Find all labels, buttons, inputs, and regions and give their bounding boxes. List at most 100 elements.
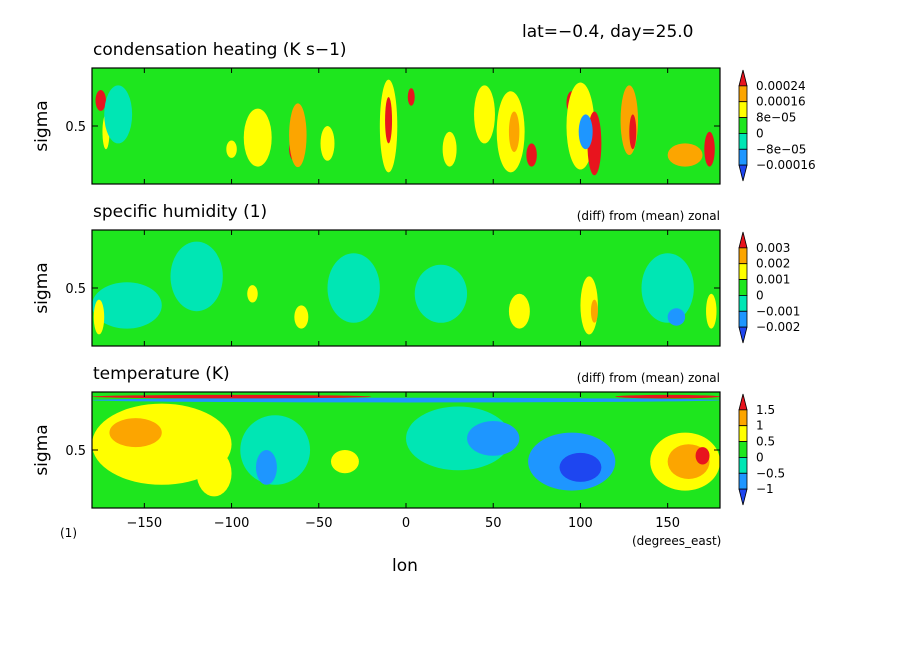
- colorbar-label: −8e−05: [756, 142, 806, 156]
- contour-blob: [414, 264, 468, 323]
- contour-blob: [641, 253, 694, 323]
- contour-blob: [226, 140, 237, 158]
- panel-subtitle: (diff) from (mean) zonal: [577, 371, 720, 385]
- contour-blob: [327, 253, 380, 323]
- contour-blob: [474, 85, 495, 144]
- panel-2: temperature (K) (diff) from (mean) zonal −…: [32, 364, 785, 531]
- panel-subtitle: (diff) from (mean) zonal: [577, 209, 720, 223]
- contour-blob: [93, 299, 105, 335]
- colorbar-label: 8e−05: [756, 111, 796, 125]
- contour-blob: [559, 452, 602, 482]
- colorbar-swatch: [738, 279, 748, 296]
- contour-blob: [467, 421, 520, 456]
- contour-blob: [95, 90, 106, 111]
- colorbar-label: −0.5: [756, 466, 785, 480]
- y-tick-label: 0.5: [65, 120, 86, 135]
- contour-blob: [508, 111, 520, 153]
- colorbar: 1.5 1 0.50 −0.5 −1: [738, 393, 785, 506]
- colorbar-swatch: [738, 409, 748, 427]
- panel-title: specific humidity (1): [93, 202, 267, 222]
- contour-blob: [442, 131, 457, 167]
- panels: condensation heating (K s−1) 0.5 sigma 0.00…: [32, 40, 816, 531]
- field: [92, 68, 720, 184]
- x-tick-label: −100: [214, 516, 250, 531]
- contour-blob: [294, 305, 309, 329]
- contour-blob: [92, 282, 162, 329]
- contour-blob: [629, 114, 637, 150]
- contour-blob: [320, 125, 335, 161]
- colorbar-swatch: [738, 85, 748, 103]
- colorbar-swatch: [738, 310, 748, 328]
- colorbar-arrow-top: [738, 393, 748, 411]
- colorbar-swatch: [738, 295, 748, 312]
- colorbar-swatch: [738, 263, 748, 280]
- y-tick-label: 0.5: [65, 444, 86, 459]
- x-tick-label: 150: [655, 516, 680, 531]
- colorbar-arrow-bottom: [738, 488, 748, 506]
- contour-blob: [330, 450, 359, 474]
- colorbar-arrow-top: [738, 69, 748, 87]
- contour-blob: [109, 418, 162, 448]
- colorbar-swatch: [738, 133, 748, 150]
- corner-note: (1): [60, 526, 77, 540]
- contour-blob: [667, 143, 703, 167]
- colorbar-swatch: [738, 472, 748, 490]
- colorbar-swatch: [738, 247, 748, 265]
- colorbar-label: 0: [756, 450, 764, 464]
- colorbar-arrow-top: [738, 231, 748, 249]
- x-tick-label: −150: [126, 516, 162, 531]
- field-base: [92, 68, 720, 184]
- contour-blob: [695, 447, 710, 465]
- colorbar-swatch: [738, 117, 748, 134]
- colorbar-label: 0.001: [756, 273, 790, 287]
- colorbar: 0.00024 0.00016 8e−050 −8e−05 −0.00016: [738, 69, 816, 182]
- contour-blob: [508, 293, 530, 329]
- colorbar-label: 0.00024: [756, 79, 806, 93]
- y-tick-label: 0.5: [65, 282, 86, 297]
- colorbar-arrow-bottom: [738, 164, 748, 182]
- contour-blob: [667, 308, 686, 326]
- contour-blob: [526, 143, 537, 167]
- y-axis-label: sigma: [32, 100, 52, 151]
- field: [92, 230, 720, 346]
- colorbar-swatch: [738, 148, 748, 166]
- colorbar-label: 0.003: [756, 241, 790, 255]
- colorbar-label: 0: [756, 126, 764, 140]
- colorbar-arrow-bottom: [738, 326, 748, 344]
- contour-blob: [407, 88, 415, 106]
- colorbar-label: 0.00016: [756, 95, 806, 109]
- x-axis-label: lon: [392, 556, 418, 576]
- contour-blob: [247, 285, 258, 303]
- colorbar-label: −0.00016: [756, 158, 816, 172]
- contour-blob: [704, 131, 715, 167]
- colorbar-swatch: [738, 425, 748, 442]
- colorbar-swatch: [738, 101, 748, 118]
- contour-blob: [385, 97, 393, 144]
- panel-title: temperature (K): [93, 364, 230, 384]
- x-units: (degrees_east): [632, 534, 721, 548]
- y-axis-label: sigma: [32, 424, 52, 475]
- colorbar-label: 0: [756, 288, 764, 302]
- x-tick-label: −50: [305, 516, 332, 531]
- contour-blob: [706, 293, 717, 329]
- contour-blob: [620, 85, 639, 155]
- panel-1: specific humidity (1) (diff) from (mean) …: [32, 202, 800, 347]
- x-tick-label: 100: [568, 516, 593, 531]
- contour-blob: [578, 114, 593, 150]
- panel-0: condensation heating (K s−1) 0.5 sigma 0.00…: [32, 40, 816, 185]
- y-axis-label: sigma: [32, 262, 52, 313]
- contour-blob: [243, 108, 272, 167]
- colorbar-label: 0.002: [756, 257, 790, 271]
- contour-blob: [590, 299, 598, 323]
- x-tick-label: 0: [402, 516, 410, 531]
- contour-blob: [170, 241, 223, 312]
- colorbar-label: −0.002: [756, 320, 800, 334]
- colorbar-label: 1: [756, 419, 764, 433]
- panel-title: condensation heating (K s−1): [93, 40, 347, 60]
- contour-blob: [104, 85, 133, 144]
- colorbar-label: −1: [756, 482, 774, 496]
- colorbar-swatch: [738, 441, 748, 458]
- colorbar-swatch: [738, 457, 748, 474]
